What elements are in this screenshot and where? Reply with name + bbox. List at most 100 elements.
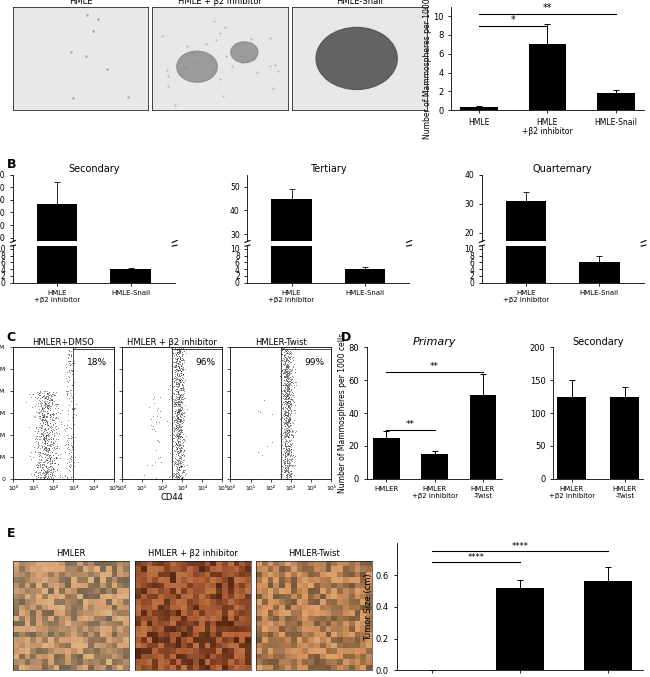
Point [283, 454, 293, 465]
Point [175, 376, 185, 387]
Point [284, 431, 294, 442]
Point [276, 387, 287, 398]
Point [171, 392, 181, 403]
Point [176, 416, 186, 427]
Point [171, 380, 181, 391]
Point [284, 426, 294, 437]
Point [171, 348, 181, 359]
Point [40, 386, 50, 397]
Point [278, 398, 289, 409]
Point [53, 407, 64, 418]
Point [174, 435, 184, 446]
Point [174, 447, 184, 458]
Point [285, 420, 296, 431]
Point [288, 372, 298, 383]
Point [172, 373, 182, 384]
Point [279, 363, 289, 374]
Point [40, 415, 51, 426]
Point [40, 423, 50, 434]
Point [285, 389, 295, 400]
Point [280, 352, 290, 363]
Point [279, 456, 289, 467]
Point [170, 455, 180, 466]
Point [47, 433, 58, 443]
Point [174, 407, 184, 418]
Point [172, 389, 183, 399]
Point [173, 346, 183, 357]
Point [42, 445, 53, 456]
Point [35, 472, 46, 483]
Point [282, 375, 293, 386]
Point [283, 389, 293, 400]
Point [174, 443, 185, 454]
Point [276, 401, 287, 412]
Point [172, 398, 183, 409]
Point [173, 473, 183, 484]
Point [169, 400, 179, 411]
Point [280, 437, 290, 448]
Point [284, 383, 294, 393]
Point [170, 391, 181, 401]
Title: HMLE: HMLE [69, 0, 92, 6]
Point [281, 417, 291, 428]
Point [68, 436, 79, 447]
Point [283, 389, 293, 399]
Point [176, 424, 186, 435]
Point [281, 409, 291, 420]
Point [283, 376, 294, 387]
Point [50, 418, 60, 429]
Point [34, 408, 44, 418]
Point [172, 429, 182, 439]
Point [47, 470, 57, 481]
Point [25, 392, 36, 403]
Point [176, 383, 186, 393]
Point [283, 447, 293, 458]
Point [172, 415, 182, 426]
Point [46, 390, 57, 401]
Point [281, 454, 292, 465]
Point [64, 348, 75, 359]
Point [280, 397, 290, 408]
Point [44, 461, 55, 472]
Bar [37, 204, 77, 276]
Point [280, 348, 291, 359]
Point [43, 435, 53, 446]
Point [39, 395, 49, 406]
Point [42, 427, 53, 437]
Point [277, 429, 287, 440]
Point [176, 452, 186, 462]
Point [62, 375, 72, 386]
Point [174, 353, 185, 364]
Point [279, 356, 289, 367]
Point [34, 406, 44, 417]
Point [168, 441, 178, 452]
Point [179, 355, 189, 366]
Point [282, 364, 293, 374]
Point [281, 424, 292, 435]
Title: Secondary: Secondary [68, 164, 120, 174]
Point [170, 359, 180, 370]
Point [277, 345, 287, 355]
Point [281, 343, 291, 354]
Point [176, 383, 186, 394]
Point [168, 470, 178, 481]
Point [249, 54, 259, 65]
Point [172, 465, 182, 476]
Point [259, 394, 270, 405]
Point [282, 415, 293, 426]
Point [177, 473, 188, 484]
Point [172, 357, 183, 368]
Point [283, 439, 293, 450]
Point [34, 387, 45, 398]
Point [40, 414, 50, 425]
Point [171, 400, 181, 411]
Point [284, 412, 294, 422]
Point [280, 367, 291, 378]
Point [285, 402, 295, 413]
Point [281, 396, 291, 407]
Point [175, 364, 185, 375]
Point [69, 402, 79, 413]
Point [178, 353, 188, 364]
Point [172, 400, 183, 411]
Point [177, 420, 188, 431]
